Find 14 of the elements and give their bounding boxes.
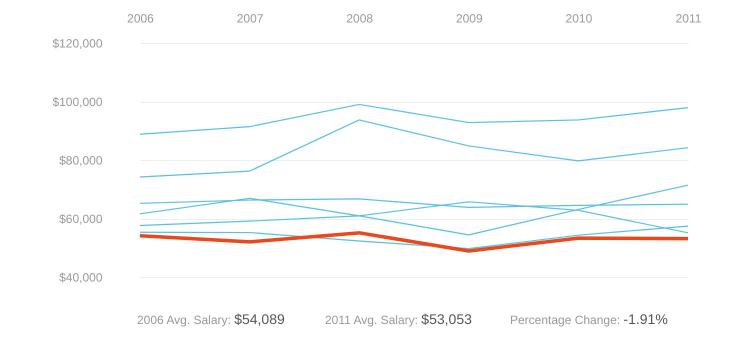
y-tick-label: $100,000 xyxy=(52,95,103,109)
x-tick-label: 2008 xyxy=(346,12,374,26)
x-tick-label: 2010 xyxy=(566,12,593,26)
x-tick-label: 2007 xyxy=(236,12,264,26)
text: Percentage Change: -1.91% xyxy=(510,311,668,327)
y-tick-label: $40,000 xyxy=(59,270,103,284)
y-tick-label: $120,000 xyxy=(52,36,103,50)
x-tick-label: 2009 xyxy=(456,12,483,26)
x-tick-label: 2011 xyxy=(676,12,702,26)
x-tick-label: 2006 xyxy=(127,12,154,26)
y-tick-label: $60,000 xyxy=(59,212,103,226)
y-tick-label: $80,000 xyxy=(59,154,103,168)
text: 2006 Avg. Salary: $54,089 xyxy=(137,311,285,327)
text: 2011 Avg. Salary: $53,053 xyxy=(325,311,472,327)
